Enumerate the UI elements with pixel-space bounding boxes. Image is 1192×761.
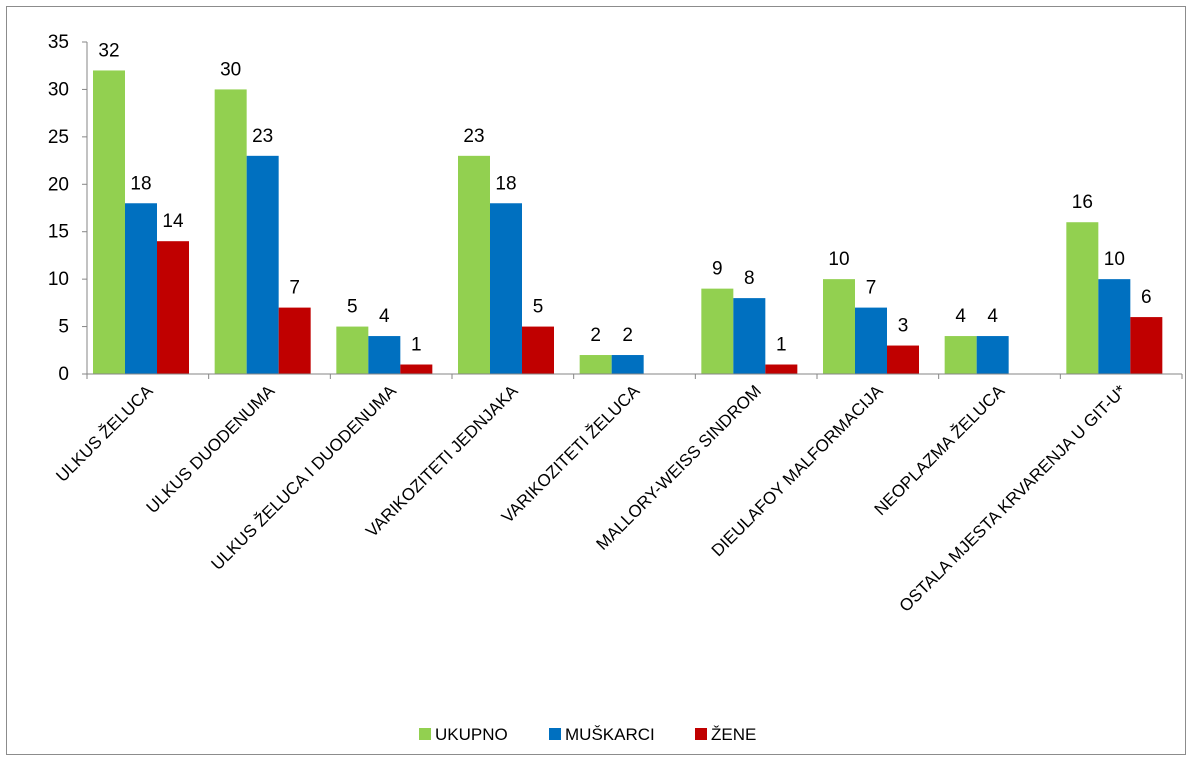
- data-label: 7: [866, 278, 877, 299]
- bar: [214, 89, 247, 374]
- bar: [976, 336, 1009, 374]
- data-label: 16: [1072, 192, 1093, 213]
- bar: [765, 364, 798, 374]
- data-label: 4: [379, 306, 390, 327]
- bar: [400, 364, 433, 374]
- bar: [336, 326, 369, 374]
- bar: [701, 288, 734, 374]
- bar: [1130, 317, 1163, 374]
- y-tick-label: 35: [48, 32, 69, 53]
- bar: [1066, 222, 1099, 374]
- bar: [458, 155, 490, 374]
- y-tick-label: 20: [48, 174, 69, 195]
- legend-swatch: [695, 728, 707, 740]
- data-labels: 32 30 5 23 2 9 10 4 16 18 23 4 18 2 8 7 4 10 14 7 1 5 1 3 6: [98, 40, 1151, 355]
- bars: [93, 70, 1163, 374]
- bar: [125, 203, 157, 374]
- x-tick-label: NEOPLAZMA ŽELUCA: [871, 381, 1009, 519]
- legend-swatch: [419, 728, 431, 740]
- y-tick-label: 15: [48, 222, 69, 243]
- data-label: 4: [987, 306, 998, 327]
- data-label: 2: [622, 325, 633, 346]
- data-label: 2: [590, 325, 601, 346]
- bar: [1098, 279, 1131, 374]
- y-tick-label: 30: [48, 79, 69, 100]
- bar: [855, 307, 887, 374]
- bar: [823, 279, 855, 374]
- data-label: 10: [828, 249, 849, 270]
- data-label: 3: [898, 316, 909, 337]
- bar: [368, 336, 401, 374]
- bar: [490, 203, 522, 374]
- y-tick-label: 25: [48, 127, 69, 148]
- bar: [733, 298, 766, 374]
- data-label: 23: [252, 126, 273, 147]
- legend-swatch: [549, 728, 561, 740]
- bar: [944, 336, 977, 374]
- data-label: 8: [744, 268, 755, 289]
- bar: [611, 355, 644, 374]
- y-tick-label: 10: [48, 269, 69, 290]
- bar: [157, 241, 189, 374]
- data-label: 14: [162, 211, 184, 232]
- data-label: 5: [347, 297, 358, 318]
- legend-label: UKUPNO: [435, 725, 508, 744]
- legend-label: MUŠKARCI: [565, 725, 655, 744]
- data-label: 23: [463, 126, 484, 147]
- legend-label: ŽENE: [711, 725, 756, 744]
- bar: [246, 155, 279, 374]
- data-label: 1: [776, 335, 787, 356]
- bar: [887, 345, 919, 374]
- bar: [278, 307, 311, 374]
- data-label: 7: [289, 278, 300, 299]
- data-label: 18: [495, 173, 516, 194]
- y-tick-label: 5: [58, 317, 69, 338]
- data-label: 4: [955, 306, 966, 327]
- y-axis: 0 5 10 15 20 25 30 35: [48, 32, 88, 385]
- x-tick-label: ULKUS ŽELUCA: [52, 381, 157, 486]
- data-label: 9: [712, 259, 723, 280]
- x-tick-label: ULKUS DUODENUMA: [143, 381, 279, 517]
- chart-frame: 0 5 10 15 20 25 30 35 32 30 5 23 2 9 10 4 16 18 23 4 18 2 8 7 4…: [6, 6, 1186, 755]
- data-label: 32: [98, 40, 119, 61]
- data-label: 30: [220, 59, 241, 80]
- data-label: 5: [533, 297, 544, 318]
- x-tick-label: VARIKOZITETI ŽELUCA: [498, 381, 644, 527]
- bar: [93, 70, 125, 374]
- data-label: 18: [130, 173, 151, 194]
- legend: UKUPNO MUŠKARCI ŽENE: [419, 725, 756, 744]
- bar: [579, 355, 612, 374]
- data-label: 6: [1141, 287, 1152, 308]
- bar: [522, 326, 554, 374]
- data-label: 1: [411, 335, 422, 356]
- y-tick-label: 0: [58, 364, 69, 385]
- data-label: 10: [1104, 249, 1125, 270]
- x-tick-label: OSTALA MJESTA KRVARENJA U GIT-U*: [896, 381, 1131, 616]
